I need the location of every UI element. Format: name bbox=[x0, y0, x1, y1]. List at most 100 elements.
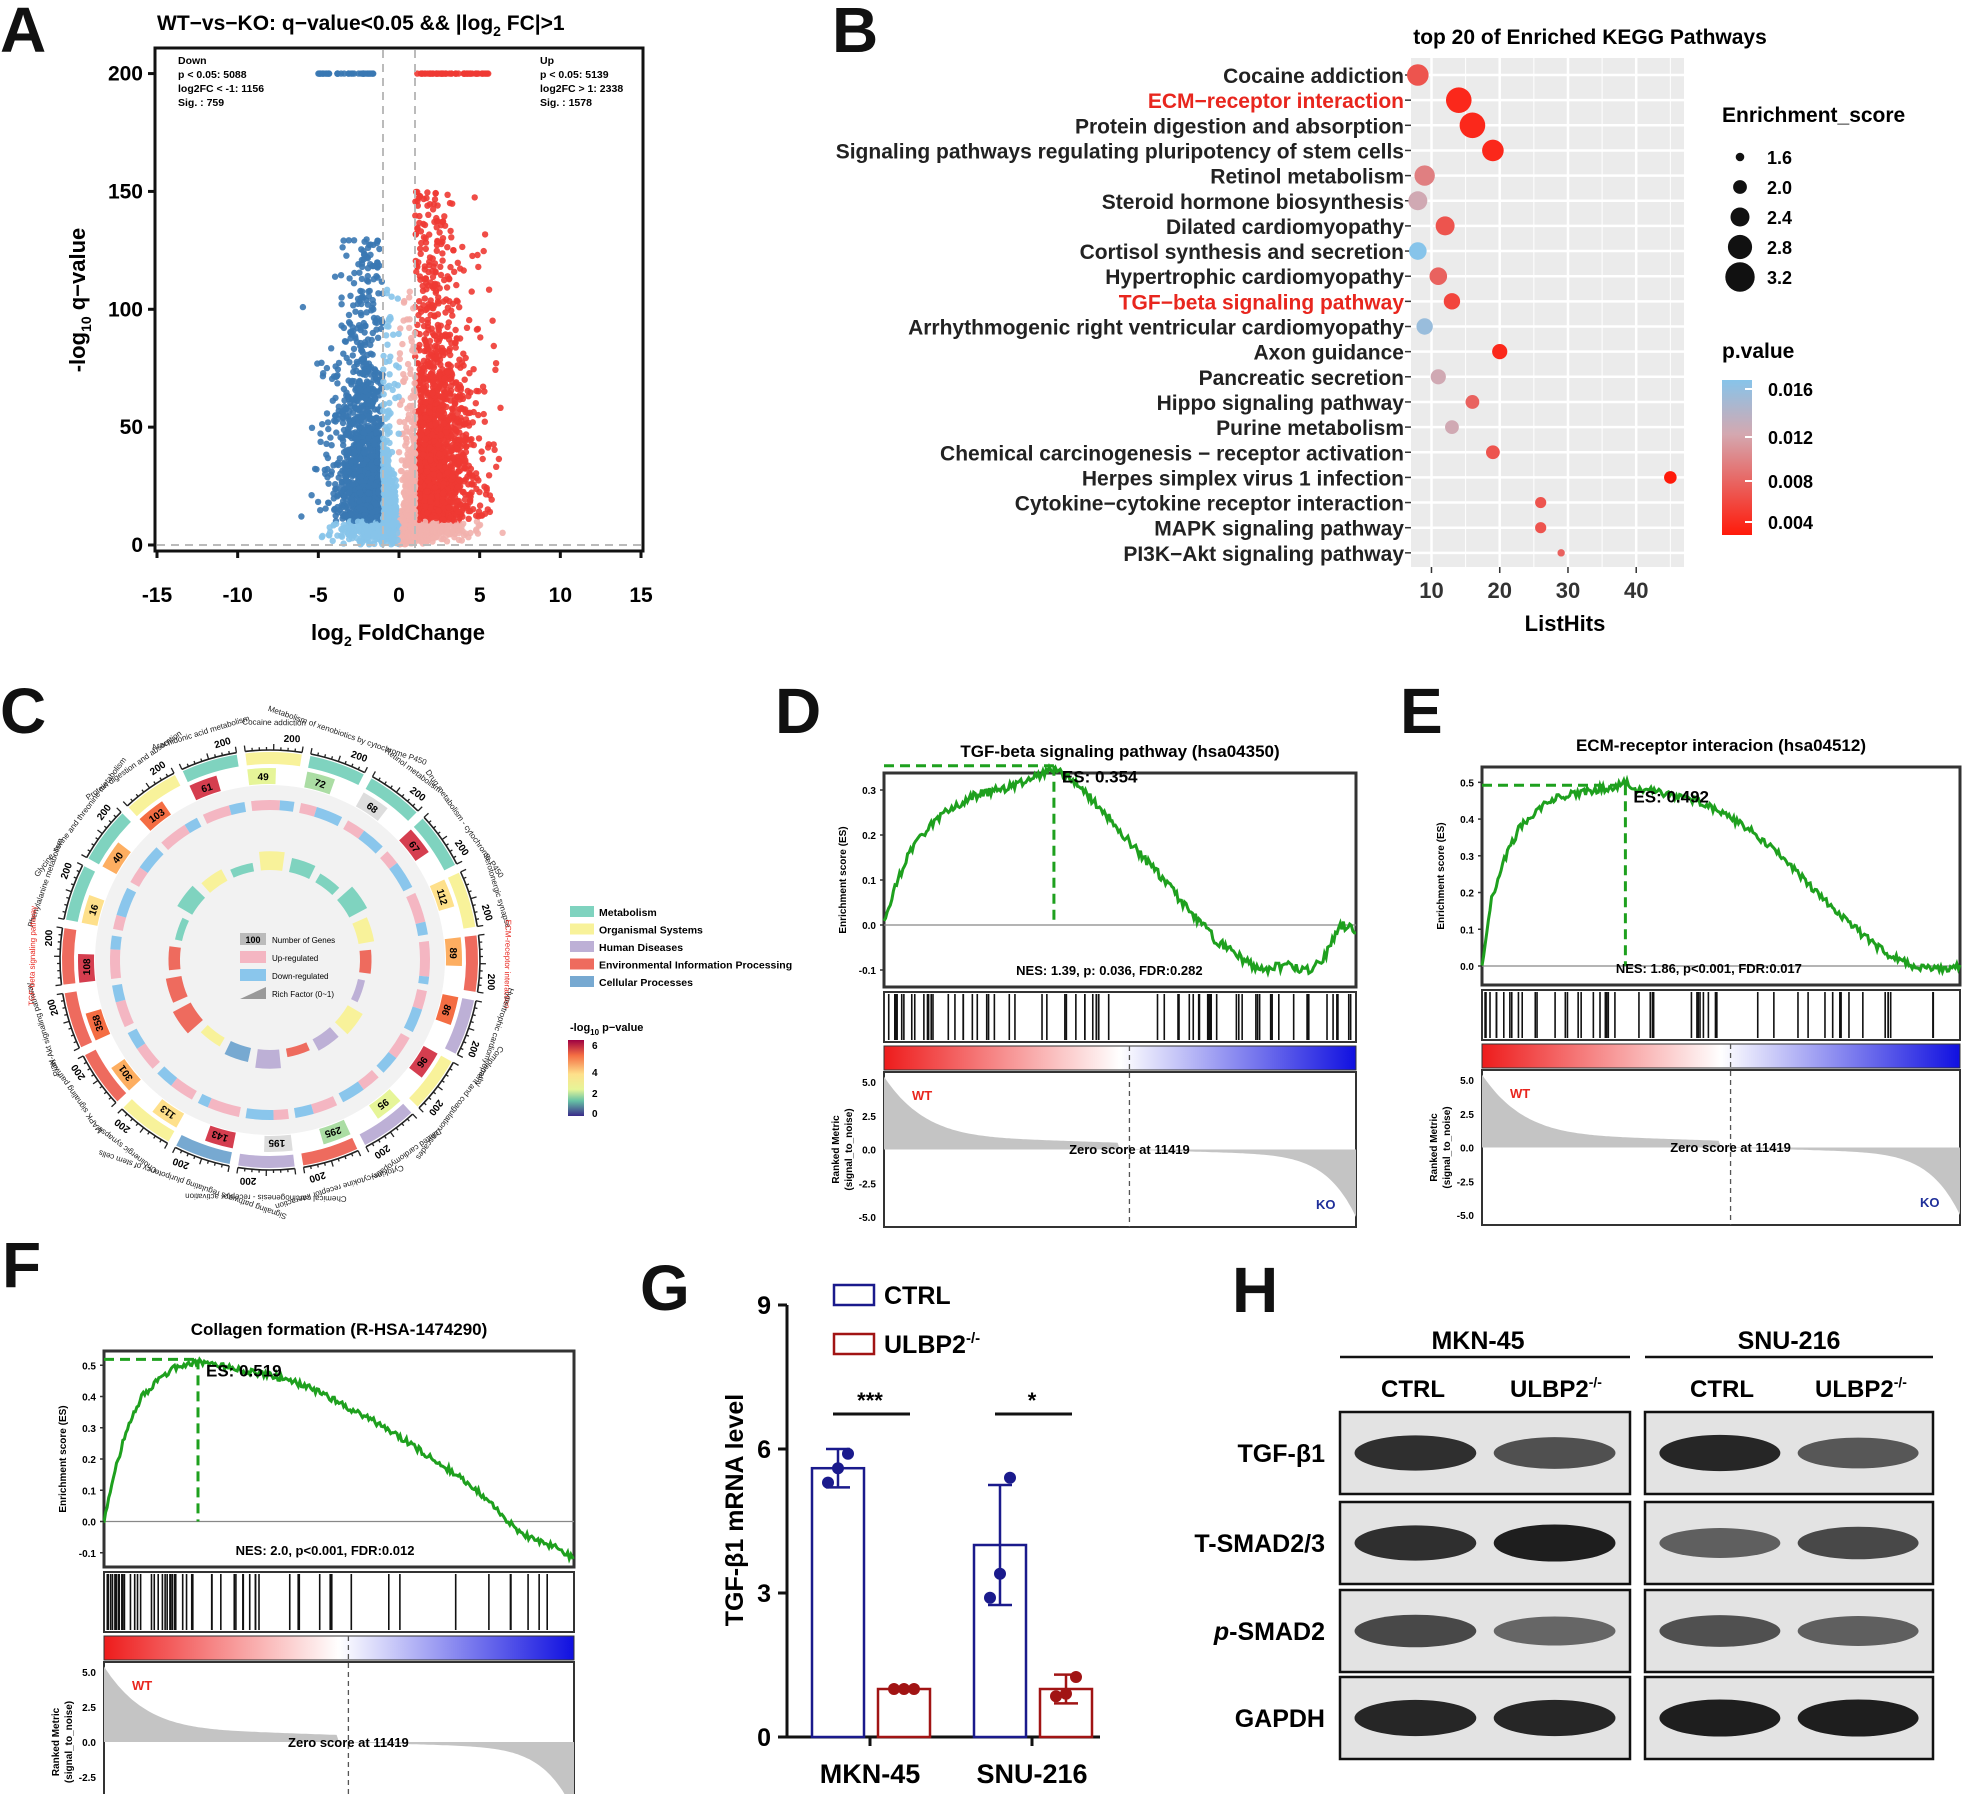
volcano-point bbox=[421, 436, 429, 443]
volcano-point bbox=[365, 427, 372, 434]
volcano-point bbox=[396, 355, 403, 363]
volcano-point bbox=[371, 530, 378, 537]
volcano-point bbox=[349, 481, 356, 488]
volcano-point bbox=[357, 473, 365, 480]
volcano-point bbox=[356, 526, 363, 534]
volcano-point bbox=[469, 474, 477, 482]
volcano-point bbox=[386, 476, 394, 484]
volcano-point bbox=[371, 418, 378, 426]
volcano-point bbox=[416, 219, 423, 227]
volcano-point bbox=[365, 288, 372, 295]
volcano-point bbox=[345, 489, 353, 496]
volcano-point bbox=[365, 379, 372, 386]
volcano-point bbox=[406, 324, 413, 332]
volcano-point bbox=[418, 368, 426, 376]
volcano-point bbox=[352, 404, 359, 411]
volcano-point bbox=[374, 334, 382, 341]
volcano-point bbox=[488, 496, 495, 503]
volcano-point bbox=[439, 218, 447, 225]
volcano-point bbox=[351, 421, 359, 428]
volcano-point bbox=[318, 359, 325, 366]
volcano-point bbox=[437, 271, 445, 279]
volcano-point bbox=[421, 221, 429, 229]
volcano-point bbox=[469, 252, 476, 260]
volcano-point bbox=[438, 535, 445, 543]
volcano-point bbox=[435, 441, 442, 448]
volcano-point bbox=[419, 451, 427, 458]
volcano-point bbox=[334, 366, 342, 373]
volcano-point bbox=[329, 397, 336, 404]
volcano-point bbox=[446, 199, 454, 207]
volcano-point bbox=[460, 488, 467, 496]
volcano-point bbox=[470, 441, 477, 449]
volcano-point bbox=[402, 375, 409, 382]
volcano-point bbox=[358, 256, 366, 264]
volcano-point bbox=[421, 375, 428, 383]
volcano-point bbox=[359, 263, 366, 271]
volcano-point bbox=[435, 372, 442, 379]
volcano-point bbox=[454, 259, 461, 266]
volcano-point bbox=[395, 449, 403, 456]
volcano-point bbox=[375, 489, 382, 496]
volcano-point bbox=[481, 418, 488, 425]
volcano-point bbox=[412, 198, 419, 205]
volcano-point bbox=[476, 521, 484, 529]
volcano-point bbox=[429, 305, 437, 312]
volcano-point bbox=[390, 331, 397, 338]
volcano-point bbox=[299, 303, 307, 311]
panel-label-a: A bbox=[0, 0, 46, 66]
volcano-point bbox=[437, 361, 444, 368]
volcano-point bbox=[352, 435, 359, 442]
volcano-point bbox=[368, 462, 375, 469]
volcano-point bbox=[372, 375, 380, 382]
volcano-point bbox=[392, 394, 399, 402]
volcano-point bbox=[354, 393, 362, 400]
volcano-point bbox=[430, 362, 437, 369]
volcano-point bbox=[356, 297, 363, 305]
volcano-point bbox=[474, 325, 482, 333]
volcano-point bbox=[435, 507, 442, 515]
volcano-point bbox=[457, 265, 464, 272]
volcano-point bbox=[425, 282, 432, 289]
volcano-point bbox=[499, 529, 506, 536]
volcano-point bbox=[356, 386, 364, 393]
volcano-point bbox=[374, 237, 381, 244]
volcano-point bbox=[455, 508, 462, 515]
volcano-point bbox=[328, 468, 335, 475]
volcano-point bbox=[319, 421, 326, 428]
volcano-point bbox=[436, 462, 443, 470]
volcano-point bbox=[465, 481, 472, 488]
volcano-point bbox=[448, 432, 455, 440]
volcano-point bbox=[353, 338, 361, 346]
volcano-point bbox=[400, 317, 407, 324]
volcano-point bbox=[470, 366, 477, 373]
volcano-point bbox=[333, 461, 340, 468]
volcano-point bbox=[472, 400, 479, 407]
volcano-point bbox=[338, 504, 346, 511]
volcano-title: WT−vs−KO: q−value<0.05 && |log2 FC|>1 bbox=[157, 12, 565, 39]
volcano-point bbox=[343, 252, 350, 259]
volcano-point bbox=[468, 288, 475, 295]
volcano-point bbox=[456, 467, 464, 474]
volcano-point bbox=[434, 311, 442, 318]
volcano-point bbox=[356, 378, 363, 386]
volcano-point bbox=[453, 379, 460, 386]
volcano-point bbox=[354, 518, 362, 525]
volcano-point bbox=[337, 272, 345, 279]
volcano-point bbox=[335, 359, 343, 367]
volcano-point bbox=[322, 505, 329, 512]
volcano-point bbox=[317, 507, 324, 514]
volcano-point bbox=[342, 338, 349, 345]
volcano-point bbox=[351, 448, 358, 455]
volcano-point bbox=[298, 513, 305, 520]
volcano-point bbox=[350, 237, 358, 244]
volcano-point bbox=[334, 380, 341, 387]
volcano-point bbox=[359, 293, 366, 300]
volcano-point bbox=[395, 330, 402, 338]
volcano-point bbox=[456, 477, 463, 484]
volcano-point bbox=[368, 522, 375, 530]
volcano-point bbox=[360, 506, 368, 513]
volcano-point bbox=[339, 526, 346, 534]
volcano-point bbox=[434, 298, 442, 305]
volcano-point bbox=[323, 364, 331, 372]
